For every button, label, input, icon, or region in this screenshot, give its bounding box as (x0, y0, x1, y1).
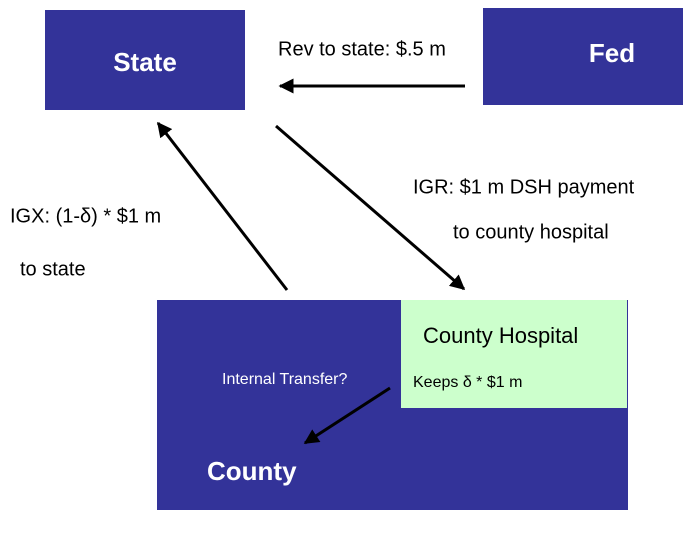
hospital-detail: Keeps δ * $1 m (413, 374, 522, 391)
edge-label: to state (20, 258, 86, 280)
county-detail: Internal Transfer? (222, 371, 348, 388)
edge-label: IGX: (1-δ) * $1 m (10, 205, 161, 227)
edge-label: to county hospital (453, 221, 609, 243)
arrow-county-state (156, 121, 289, 291)
county-label: County (207, 456, 297, 486)
fed-label: Fed (589, 38, 635, 68)
edge-label: IGR: $1 m DSH payment (413, 176, 635, 198)
hospital-label: County Hospital (423, 323, 578, 348)
edge-label: Rev to state: $.5 m (278, 38, 446, 60)
fed-box (483, 8, 683, 105)
state-box (45, 10, 245, 110)
hospital-box (401, 300, 627, 408)
state-label: State (113, 47, 177, 77)
arrow-state-hospital (275, 124, 466, 291)
arrow-internal (303, 386, 391, 445)
